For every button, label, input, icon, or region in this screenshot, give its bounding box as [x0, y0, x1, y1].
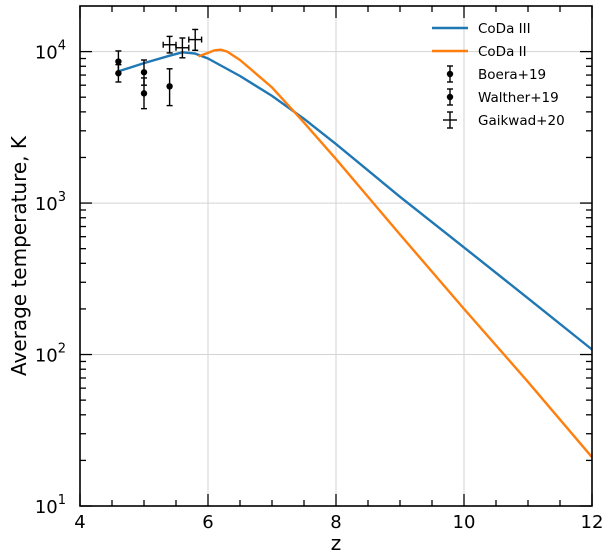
series-layer — [118, 48, 593, 458]
y-tick-label: 103 — [35, 190, 66, 215]
x-tick-label: 6 — [202, 512, 213, 533]
series-line — [197, 48, 593, 458]
points-layer — [115, 28, 203, 110]
legend-label: Boera+19 — [478, 67, 546, 83]
y-tick-label: 102 — [35, 342, 66, 367]
legend-label: CoDa III — [478, 21, 531, 37]
y-tick-label: 101 — [35, 493, 66, 518]
x-tick-label: 8 — [330, 512, 341, 533]
legend-swatch-marker — [446, 70, 454, 78]
legend-label: CoDa II — [478, 44, 527, 60]
y-axis-label: Average temperature, K — [7, 135, 31, 376]
data-point — [166, 83, 173, 90]
x-tick-label: 10 — [453, 512, 476, 533]
x-axis-label: z — [331, 531, 342, 555]
data-point — [115, 58, 122, 65]
x-tick-label: 12 — [581, 512, 604, 533]
data-point — [140, 69, 148, 76]
legend-label: Gaikwad+20 — [478, 113, 565, 129]
ticks — [79, 6, 593, 507]
legend-label: Walther+19 — [478, 90, 559, 106]
y-tick-label: 104 — [35, 39, 66, 64]
series-line — [118, 51, 593, 351]
data-point — [115, 70, 122, 77]
legend-swatch-marker — [446, 93, 454, 101]
x-tick-label: 4 — [74, 512, 85, 533]
legend: CoDa III CoDa II Boera+19 Walther+19 Gaikwad… — [432, 21, 565, 129]
data-point — [140, 90, 148, 97]
